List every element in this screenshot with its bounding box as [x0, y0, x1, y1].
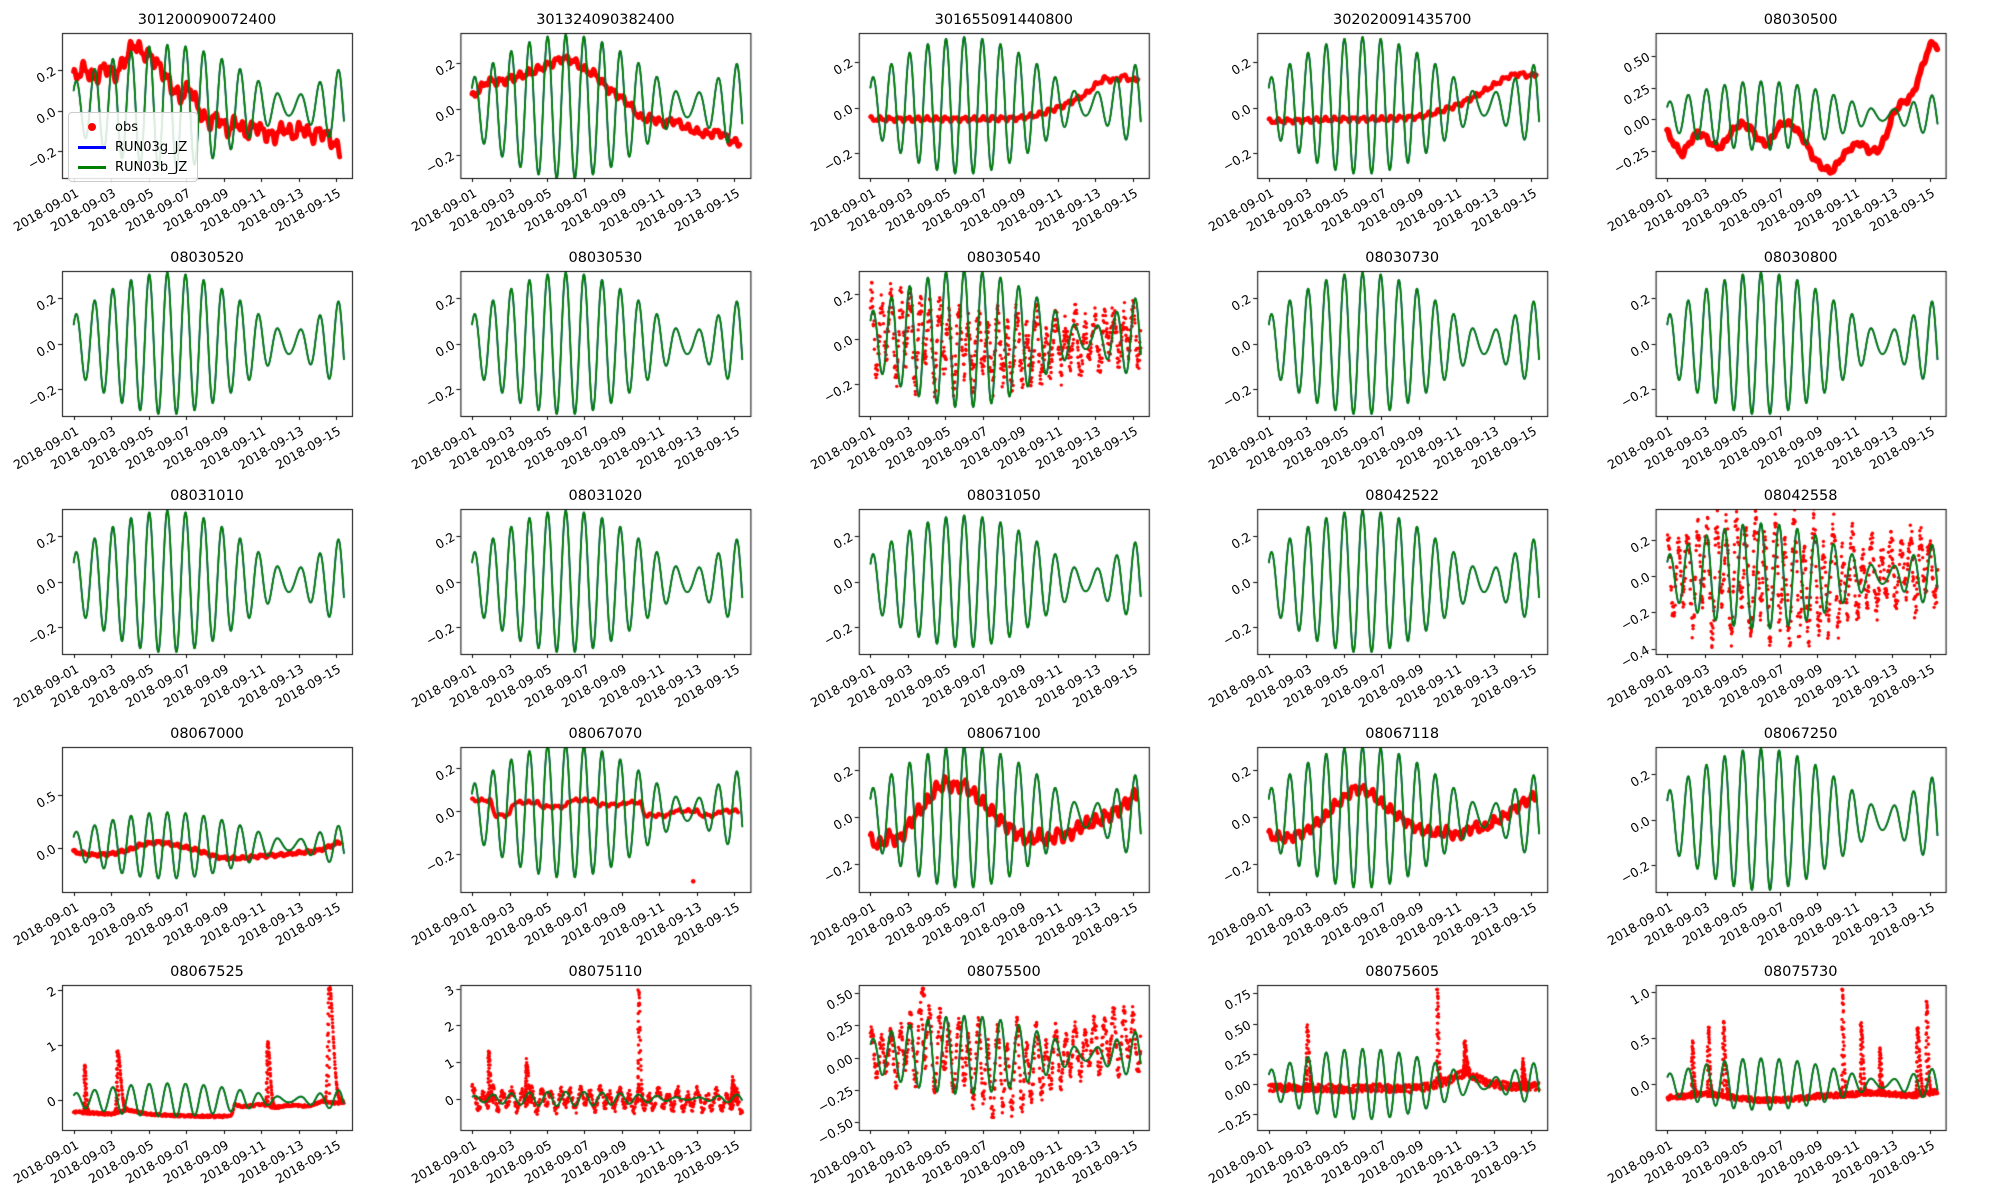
- obs-marker-icon: [88, 123, 96, 131]
- subplot-title: 08031020: [568, 488, 643, 504]
- subplot-title: 08030500: [1763, 12, 1838, 28]
- legend-item-obs: obs: [77, 117, 187, 137]
- subplot-title: 302020091435700: [1332, 12, 1472, 28]
- subplot-title: 08067118: [1365, 726, 1440, 742]
- run03g-line-icon: [78, 145, 106, 149]
- legend-item-run03b: RUN03b_JZ: [77, 157, 187, 177]
- subplot-title: 08075730: [1763, 964, 1838, 980]
- subplot-title: 08030520: [170, 250, 244, 266]
- subplot-title: 08067000: [170, 726, 244, 742]
- legend-item-run03g: RUN03g_JZ: [77, 137, 187, 157]
- legend-label-run03b: RUN03b_JZ: [115, 159, 188, 175]
- subplot-title: 08067525: [170, 964, 244, 980]
- legend-label-obs: obs: [115, 119, 138, 135]
- subplot-title: 08067100: [966, 726, 1041, 742]
- subplot-title: 301324090382400: [536, 12, 675, 28]
- subplot-title: 08030800: [1763, 250, 1838, 266]
- subplot-title: 08031050: [966, 488, 1041, 504]
- subplot-title: 08030530: [568, 250, 643, 266]
- run03b-line-icon: [78, 165, 106, 169]
- subplot-title: 08075605: [1365, 964, 1440, 980]
- subplot-title: 08030540: [966, 250, 1041, 266]
- legend: obs RUN03g_JZ RUN03b_JZ: [68, 112, 199, 182]
- subplot-title: 08031010: [170, 488, 244, 504]
- subplot-title: 08067250: [1763, 726, 1838, 742]
- subplot-title: 08042522: [1365, 488, 1440, 504]
- subplot-title: 08075500: [966, 964, 1041, 980]
- subplot-title: 08042558: [1763, 488, 1838, 504]
- subplot-title: 08067070: [568, 726, 643, 742]
- legend-label-run03g: RUN03g_JZ: [115, 139, 188, 155]
- subplot-title: 301655091440800: [934, 12, 1073, 28]
- subplot-title: 08075110: [568, 964, 643, 980]
- subplot-title: 08030730: [1365, 250, 1440, 266]
- subplot-title: 301200090072400: [137, 12, 277, 28]
